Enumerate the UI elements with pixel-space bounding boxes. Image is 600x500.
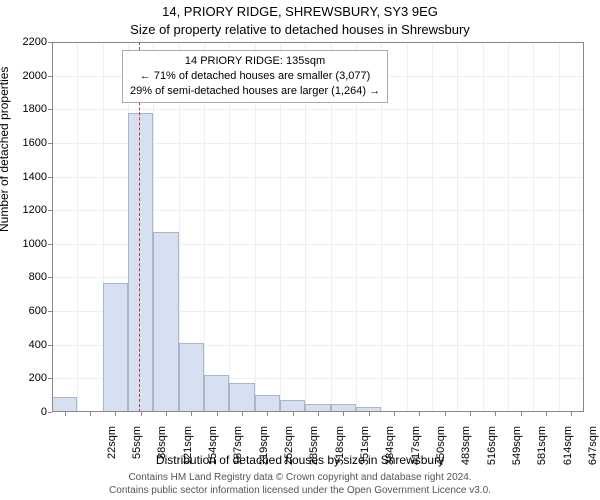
- annotation-box: 14 PRIORY RIDGE: 135sqm ← 71% of detache…: [122, 50, 388, 103]
- x-tick-mark: [191, 412, 192, 416]
- x-tick-mark: [217, 412, 218, 416]
- x-tick-label: 22sqm: [106, 426, 118, 476]
- chart-area: 0200400600800100012001400160018002000220…: [52, 42, 584, 412]
- page-title: 14, PRIORY RIDGE, SHREWSBURY, SY3 9EG: [0, 4, 600, 19]
- x-tick-label: 88sqm: [156, 426, 168, 476]
- x-tick-label: 417sqm: [410, 426, 422, 476]
- x-tick-mark: [394, 412, 395, 416]
- x-tick-label: 450sqm: [435, 426, 447, 476]
- x-tick-label: 614sqm: [562, 426, 574, 476]
- x-tick-label: 187sqm: [232, 426, 244, 476]
- annotation-line: 14 PRIORY RIDGE: 135sqm: [130, 54, 380, 69]
- x-tick-label: 647sqm: [587, 426, 599, 476]
- x-tick-label: 351sqm: [359, 426, 371, 476]
- x-tick-label: 55sqm: [131, 426, 143, 476]
- x-tick-label: 318sqm: [334, 426, 346, 476]
- x-tick-mark: [115, 412, 116, 416]
- x-axis-label: Distribution of detached houses by size …: [0, 453, 600, 467]
- x-tick-mark: [242, 412, 243, 416]
- x-tick-mark: [419, 412, 420, 416]
- x-tick-mark: [369, 412, 370, 416]
- x-tick-label: 384sqm: [384, 426, 396, 476]
- page-subtitle: Size of property relative to detached ho…: [0, 22, 600, 37]
- x-tick-mark: [267, 412, 268, 416]
- x-tick-mark: [65, 412, 66, 416]
- annotation-line: 29% of semi-detached houses are larger (…: [130, 84, 380, 99]
- x-tick-mark: [521, 412, 522, 416]
- x-tick-mark: [90, 412, 91, 416]
- x-tick-mark: [495, 412, 496, 416]
- footer-text: Contains public sector information licen…: [0, 485, 600, 496]
- x-tick-label: 285sqm: [308, 426, 320, 476]
- x-tick-label: 219sqm: [258, 426, 270, 476]
- x-tick-mark: [470, 412, 471, 416]
- x-tick-mark: [141, 412, 142, 416]
- x-tick-label: 549sqm: [511, 426, 523, 476]
- x-tick-mark: [445, 412, 446, 416]
- x-tick-mark: [293, 412, 294, 416]
- x-tick-label: 154sqm: [207, 426, 219, 476]
- y-tick-mark: [48, 412, 52, 413]
- annotation-line: ← 71% of detached houses are smaller (3,…: [130, 69, 380, 84]
- x-tick-mark: [343, 412, 344, 416]
- x-tick-label: 516sqm: [486, 426, 498, 476]
- x-tick-label: 252sqm: [283, 426, 295, 476]
- x-tick-mark: [571, 412, 572, 416]
- y-axis-label: Number of detached properties: [0, 67, 11, 232]
- x-tick-label: 121sqm: [182, 426, 194, 476]
- x-tick-mark: [318, 412, 319, 416]
- x-tick-label: 483sqm: [460, 426, 472, 476]
- x-tick-label: 581sqm: [536, 426, 548, 476]
- x-tick-mark: [546, 412, 547, 416]
- x-tick-mark: [166, 412, 167, 416]
- footer-text: Contains HM Land Registry data © Crown c…: [0, 472, 600, 483]
